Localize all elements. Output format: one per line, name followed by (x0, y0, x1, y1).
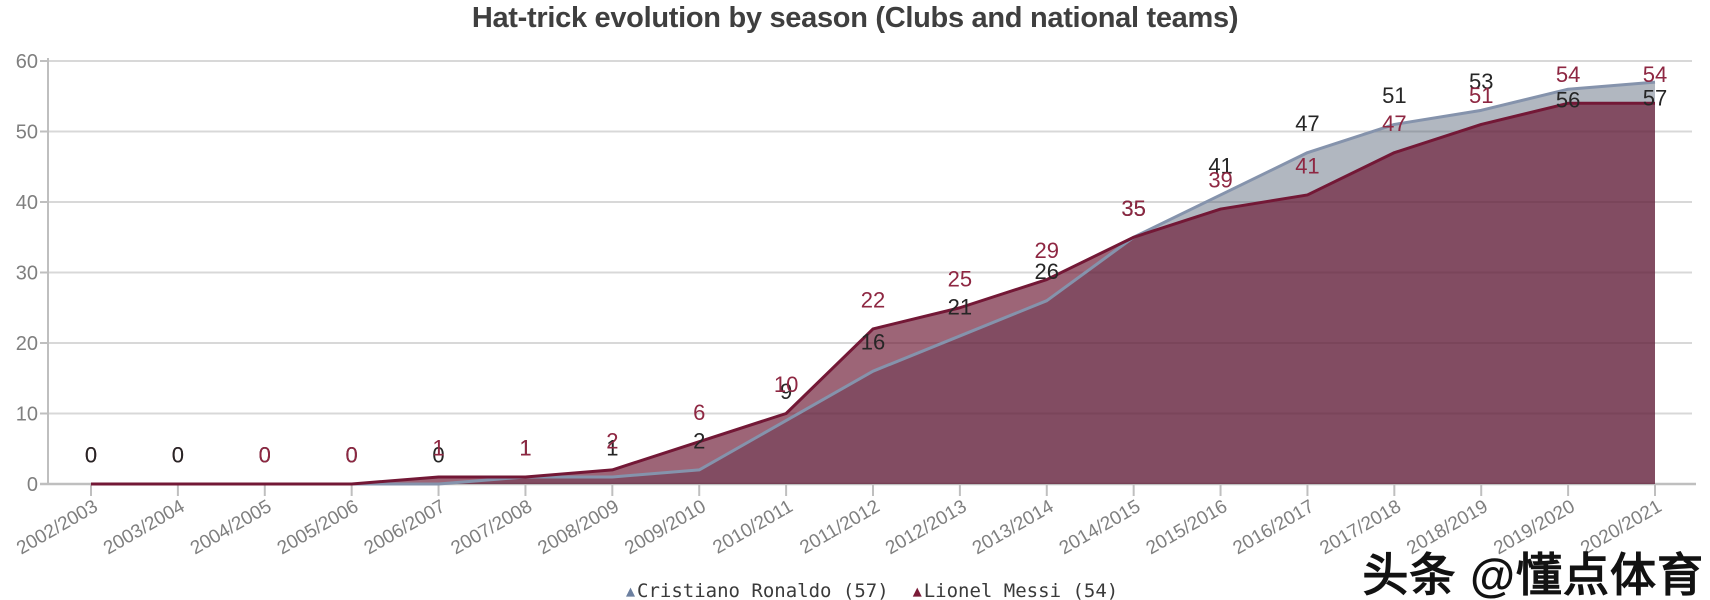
data-label-cristiano-ronaldo: 21 (948, 294, 972, 319)
data-label-cristiano-ronaldo: 51 (1382, 83, 1406, 108)
y-axis-label: 10 (16, 404, 38, 426)
y-axis-label: 40 (16, 192, 38, 214)
data-label-lionel-messi: 0 (346, 443, 358, 468)
legend-label-lionel-messi: Lionel Messi (54) (923, 580, 1119, 600)
x-axis-label: 2011/2012 (796, 496, 883, 558)
x-axis-label: 2012/2013 (882, 496, 970, 559)
x-axis-label: 2003/2004 (100, 496, 189, 559)
data-label-cristiano-ronaldo: 2 (693, 428, 705, 453)
y-axis-label: 50 (16, 122, 38, 144)
data-label-lionel-messi: 1 (519, 435, 531, 460)
triangle-marker-icon: ▲ (626, 581, 636, 600)
x-axis-label: 2009/2010 (621, 496, 709, 559)
data-label-cristiano-ronaldo: 47 (1295, 111, 1319, 136)
data-label-lionel-messi: 25 (948, 266, 972, 291)
data-label-lionel-messi: 39 (1208, 168, 1232, 193)
data-label-cristiano-ronaldo: 57 (1643, 86, 1667, 111)
data-label-lionel-messi: 10 (774, 372, 798, 397)
data-label-lionel-messi: 51 (1469, 83, 1493, 108)
triangle-marker-icon: ▲ (912, 581, 922, 600)
data-label-cristiano-ronaldo: 0 (172, 443, 184, 468)
data-label-cristiano-ronaldo: 1 (606, 435, 618, 460)
line-lionel-messi (91, 101, 1655, 486)
data-label-lionel-messi: 0 (172, 443, 184, 468)
data-label-cristiano-ronaldo: 0 (346, 443, 358, 468)
y-axis-label: 30 (16, 263, 38, 285)
x-axis-label: 2015/2016 (1143, 496, 1231, 559)
y-axis-label: 20 (16, 333, 38, 355)
legend-label-cristiano-ronaldo: Cristiano Ronaldo (57) (637, 580, 889, 600)
data-label-cristiano-ronaldo: 0 (259, 443, 271, 468)
data-label-lionel-messi: 54 (1643, 62, 1667, 87)
x-axis-label: 2016/2017 (1230, 496, 1318, 559)
data-label-cristiano-ronaldo: 35 (1121, 196, 1145, 221)
data-label-lionel-messi: 29 (1035, 238, 1059, 263)
x-axis-label: 2007/2008 (448, 496, 536, 559)
x-axis-label: 2004/2005 (187, 496, 275, 559)
data-label-cristiano-ronaldo: 0 (432, 443, 444, 468)
data-label-cristiano-ronaldo: 16 (861, 330, 885, 355)
data-label-lionel-messi: 22 (861, 287, 885, 312)
data-label-cristiano-ronaldo: 53 (1469, 69, 1493, 94)
y-axis-label: 0 (27, 474, 38, 496)
x-axis-label: 2002/2003 (13, 496, 101, 559)
legend: ▲ Cristiano Ronaldo (57) ▲ Lionel Messi … (626, 580, 1118, 600)
data-label-cristiano-ronaldo: 56 (1556, 88, 1580, 113)
x-axis-label: 2013/2014 (969, 496, 1058, 559)
data-label-lionel-messi: 6 (693, 400, 705, 425)
data-label-lionel-messi: 35 (1121, 196, 1145, 221)
data-label-lionel-messi: 2 (606, 428, 618, 453)
x-axis-label: 2008/2009 (535, 496, 623, 559)
area-lionel-messi (91, 103, 1655, 485)
x-axis-label: 2006/2007 (361, 496, 449, 559)
data-label-lionel-messi: 47 (1382, 111, 1406, 136)
legend-item-cristiano-ronaldo: ▲ Cristiano Ronaldo (57) (626, 580, 889, 600)
x-axis-label: 2010/2011 (710, 496, 797, 558)
watermark-toutiao: 头条 @懂点体育 (1362, 549, 1704, 600)
data-label-cristiano-ronaldo: 41 (1208, 153, 1232, 178)
legend-item-lionel-messi: ▲ Lionel Messi (54) (913, 580, 1119, 600)
x-axis-label: 2005/2006 (274, 496, 362, 559)
y-axis-label: 60 (16, 51, 38, 73)
data-label-lionel-messi: 1 (432, 435, 444, 460)
data-label-cristiano-ronaldo: 1 (519, 435, 531, 460)
data-label-lionel-messi: 54 (1556, 62, 1580, 87)
data-label-cristiano-ronaldo: 0 (85, 443, 97, 468)
x-axis-label: 2014/2015 (1056, 496, 1144, 559)
data-label-cristiano-ronaldo: 26 (1035, 259, 1059, 284)
data-label-lionel-messi: 0 (85, 443, 97, 468)
chart-title: Hat-trick evolution by season (Clubs and… (471, 2, 1239, 34)
data-label-cristiano-ronaldo: 9 (780, 379, 792, 404)
data-label-lionel-messi: 41 (1295, 153, 1319, 178)
data-label-lionel-messi: 0 (259, 443, 271, 468)
